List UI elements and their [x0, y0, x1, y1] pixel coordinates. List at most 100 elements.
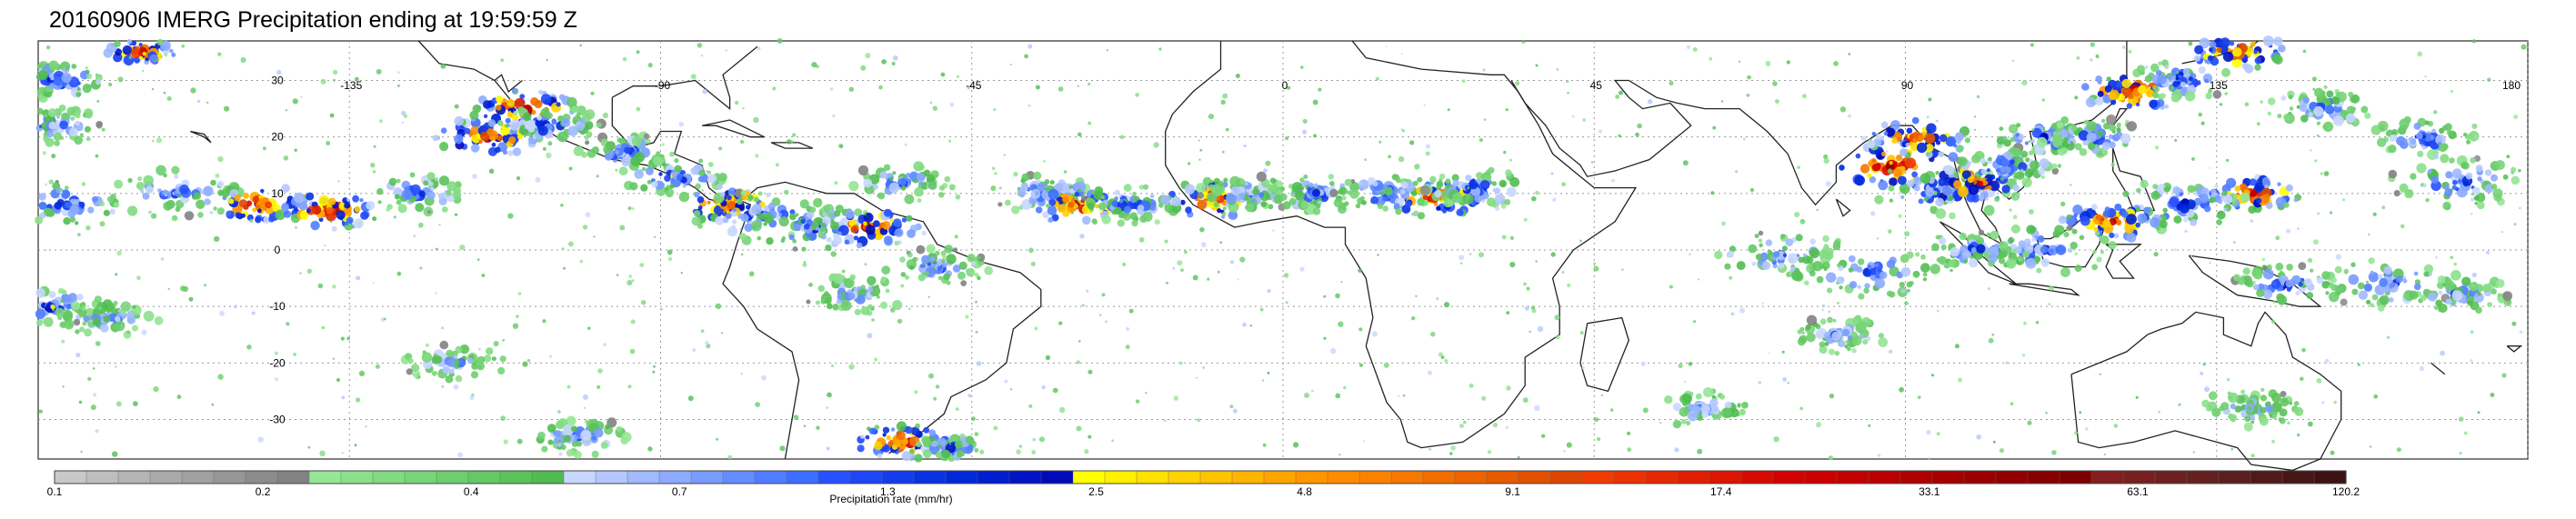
- colorbar-cell: [595, 470, 628, 484]
- colorbar-cell: [1327, 470, 1360, 484]
- colorbar-cell: [1518, 470, 1551, 484]
- colorbar-cell: [149, 470, 183, 484]
- colorbar-cell: [1581, 470, 1615, 484]
- colorbar-cell: [1231, 470, 1265, 484]
- coastline: [190, 130, 212, 144]
- colorbar-cell: [117, 470, 151, 484]
- colorbar-cell: [1168, 470, 1201, 484]
- longitude-label: 180: [2502, 79, 2521, 92]
- colorbar-cell: [2186, 470, 2220, 484]
- colorbar-cell: [658, 470, 692, 484]
- colorbar-cell: [1358, 470, 1392, 484]
- colorbar-cell: [1740, 470, 1774, 484]
- colorbar-cell: [467, 470, 501, 484]
- colorbar-cell: [1804, 470, 1838, 484]
- coastline: [2070, 311, 2342, 472]
- colorbar-cell: [2090, 470, 2124, 484]
- colorbar-cell: [1295, 470, 1328, 484]
- colorbar-cell: [2218, 470, 2251, 484]
- colorbar-cell: [913, 470, 947, 484]
- colorbar-cell: [276, 470, 310, 484]
- colorbar-cell: [1136, 470, 1169, 484]
- colorbar-cell: [340, 470, 374, 484]
- latitude-labels: 30 20 10 0 -10 -20 -30: [269, 75, 286, 426]
- colorbar-cell: [1963, 470, 1997, 484]
- colorbar-cell: [1104, 470, 1138, 484]
- colorbar-cell: [722, 470, 756, 484]
- colorbar-cell: [1040, 470, 1074, 484]
- coastline: [2009, 283, 2080, 296]
- coastline: [2188, 255, 2322, 307]
- colorbar-cell: [181, 470, 215, 484]
- colorbar-tick-label: 63.1: [2127, 485, 2149, 498]
- longitude-label: -45: [966, 79, 982, 92]
- colorbar-tick-label: 9.1: [1505, 485, 1520, 498]
- colorbar-cell: [2250, 470, 2283, 484]
- colorbar-tick-labels: 0.1 0.2 0.4 0.7 1.3 2.5 4.8 9.1 17.4 33.1 63.1 120.…: [47, 485, 2360, 498]
- colorbar-tick-label: 0.1: [47, 485, 63, 498]
- coastline: [1579, 316, 1629, 393]
- longitude-label: 90: [1901, 79, 1914, 92]
- latitude-label: 0: [275, 244, 281, 256]
- longitude-label: 0: [1282, 79, 1288, 92]
- colorbar-cell: [2122, 470, 2156, 484]
- latitude-label: -20: [269, 356, 286, 369]
- colorbar-cell: [1486, 470, 1519, 484]
- coastline: [701, 119, 765, 138]
- colorbar-cell: [2281, 470, 2315, 484]
- map-title: 20160906 IMERG Precipitation ending at 1…: [49, 7, 577, 33]
- colorbar-cell: [563, 470, 596, 484]
- colorbar-cell: [1008, 470, 1042, 484]
- colorbar-label: Precipitation rate (mm/hr): [829, 493, 952, 505]
- coastline: [1835, 198, 1851, 217]
- colorbar-cell: [945, 470, 978, 484]
- coastline: [2112, 147, 2156, 212]
- latitude-label: 20: [271, 131, 284, 144]
- coastline: [494, 74, 523, 93]
- colorbar-cell: [404, 470, 437, 484]
- coastline: [611, 45, 758, 110]
- colorbar-cell: [1645, 470, 1679, 484]
- coastline: [1165, 40, 1638, 449]
- colorbar-cell: [372, 470, 406, 484]
- colorbar-cell: [54, 470, 87, 484]
- colorbar-cell: [2154, 470, 2188, 484]
- latitude-label: -10: [269, 300, 286, 313]
- latitude-label: -30: [269, 413, 286, 425]
- colorbar-cell: [1199, 470, 1233, 484]
- colorbar-cell: [531, 470, 565, 484]
- colorbar-cell: [1995, 470, 2029, 484]
- longitude-labels: -135 -90 -45 0 45 90 135 180: [340, 79, 2521, 92]
- coastline: [611, 97, 1042, 454]
- colorbar-tick-label: 0.7: [672, 485, 687, 498]
- colorbar-cell: [817, 470, 851, 484]
- coastline: [2112, 107, 2129, 126]
- longitude-label: -90: [655, 79, 671, 92]
- longitude-label: 135: [2210, 79, 2228, 92]
- colorbar-tick-label: 2.5: [1088, 485, 1104, 498]
- longitude-label: 45: [1590, 79, 1603, 92]
- coastline: [2105, 244, 2142, 279]
- colorbar-cell: [1836, 470, 1869, 484]
- colorbar-cell: [1390, 470, 1424, 484]
- colorbar-cell: [1613, 470, 1647, 484]
- precipitation-field: [35, 35, 2527, 463]
- colorbar-cell: [1454, 470, 1488, 484]
- colorbar-cell: [499, 470, 533, 484]
- colorbar-cell: [2059, 470, 2092, 484]
- colorbar-cell: [1899, 470, 1933, 484]
- colorbar-cell: [308, 470, 342, 484]
- colorbar-cell: [2027, 470, 2060, 484]
- colorbar-cells: [54, 470, 2347, 484]
- colorbar-cell: [1072, 470, 1106, 484]
- colorbar-tick-label: 0.4: [464, 485, 479, 498]
- colorbar-cell: [1931, 470, 1965, 484]
- colorbar-cell: [2313, 470, 2347, 484]
- colorbar-cell: [881, 470, 915, 484]
- precipitation-map: 30 20 10 0 -10 -20 -30 -135 -90 -45 0 45 90 135 180: [35, 35, 2529, 472]
- colorbar-cell: [1868, 470, 1901, 484]
- colorbar-cell: [1709, 470, 1742, 484]
- latitude-label: 30: [271, 75, 284, 87]
- colorbar-cell: [1263, 470, 1297, 484]
- longitude-label: -135: [340, 79, 362, 92]
